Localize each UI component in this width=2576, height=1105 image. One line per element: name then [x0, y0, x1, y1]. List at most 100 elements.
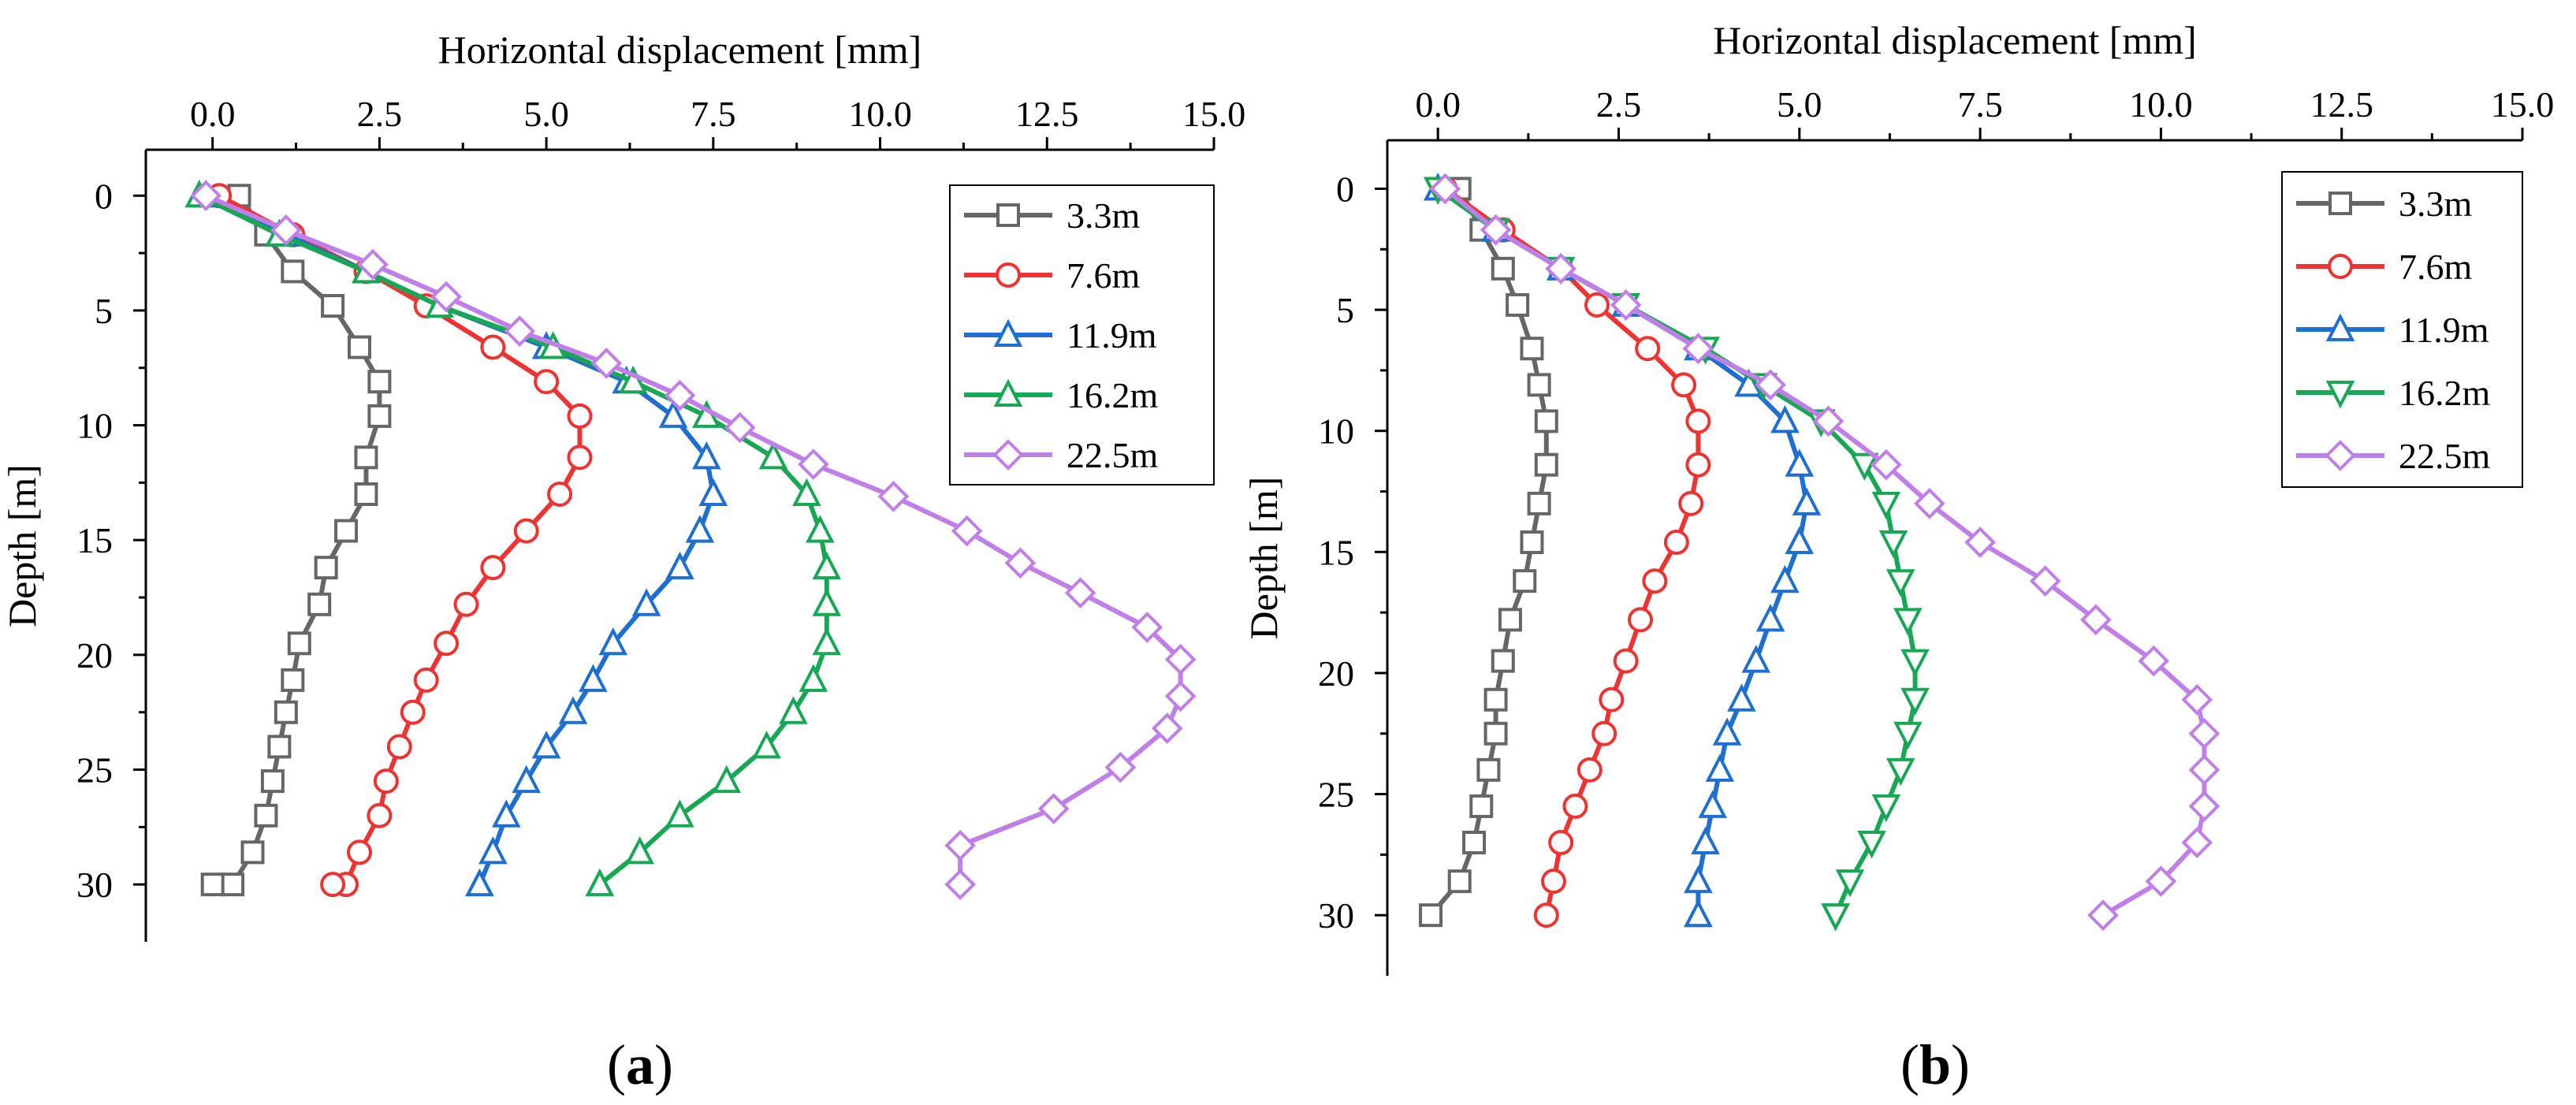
- data-point: [951, 515, 983, 547]
- data-point: [478, 836, 508, 865]
- data-point: [2188, 754, 2220, 786]
- data-point: [1642, 568, 1668, 594]
- y-tick-label: 30: [1318, 895, 1354, 936]
- data-point: [1878, 530, 1908, 559]
- data-point: [334, 519, 359, 543]
- data-point: [1663, 530, 1689, 556]
- data-point: [712, 765, 742, 794]
- data-point: [1685, 408, 1711, 434]
- data-point: [465, 868, 494, 897]
- x-tick-label: 7.5: [691, 94, 736, 134]
- x-tick-label: 15.0: [2491, 84, 2555, 125]
- data-point: [1513, 569, 1537, 593]
- data-point: [1893, 608, 1923, 636]
- panel-label-close: ): [1951, 1033, 1970, 1096]
- series-line: [1443, 187, 2207, 917]
- data-point: [1678, 490, 1704, 516]
- data-point: [1698, 790, 1728, 818]
- x-tick-label: 12.5: [1015, 94, 1079, 134]
- series-3.3m: [200, 184, 392, 897]
- y-tick-label: 10: [76, 406, 113, 446]
- panel-label-letter: b: [1919, 1033, 1951, 1096]
- data-point: [812, 588, 842, 616]
- data-point: [1584, 292, 1610, 318]
- data-point: [354, 445, 378, 470]
- x-tick-label: 2.5: [1596, 84, 1642, 125]
- data-point: [758, 441, 788, 470]
- series-22.5m: [190, 180, 1197, 901]
- data-point: [1885, 569, 1915, 597]
- y-tick-label: 20: [1318, 653, 1354, 694]
- x-axis-title: Horizontal displacement [mm]: [438, 28, 922, 72]
- x-tick-label: 10.0: [2129, 84, 2193, 125]
- data-point: [357, 248, 389, 281]
- data-point: [1498, 608, 1522, 632]
- legend: 3.3m 7.6m 11.9m 16.2m 22.5m: [949, 184, 1215, 486]
- data-point: [504, 315, 536, 347]
- data-point: [1520, 337, 1544, 361]
- data-point: [1628, 607, 1654, 633]
- data-point: [598, 627, 628, 656]
- data-point: [1792, 487, 1822, 515]
- data-point: [2181, 683, 2213, 716]
- data-point: [1469, 794, 1494, 818]
- legend-label: 7.6m: [2399, 247, 2473, 287]
- data-point: [512, 765, 542, 794]
- legend: 3.3m 7.6m 11.9m 16.2m 22.5m: [2281, 171, 2523, 488]
- data-point: [367, 404, 392, 428]
- data-point: [1857, 831, 1886, 859]
- data-point: [752, 731, 781, 759]
- data-point: [1684, 865, 1713, 894]
- series-3.3m: [1419, 177, 1558, 928]
- data-point: [579, 664, 608, 692]
- panel-label-open: (: [607, 1033, 626, 1096]
- data-point: [567, 403, 593, 429]
- data-point: [1684, 899, 1713, 928]
- legend-marker: [2328, 192, 2352, 215]
- data-point: [314, 556, 338, 580]
- data-point: [724, 411, 756, 444]
- data-point: [547, 481, 573, 507]
- legend-label: 16.2m: [2399, 373, 2491, 413]
- data-point: [1610, 289, 1642, 321]
- data-point: [1064, 577, 1096, 609]
- data-point: [1900, 649, 1930, 677]
- data-point: [1462, 831, 1487, 855]
- data-point: [287, 631, 311, 656]
- data-point: [1104, 751, 1137, 783]
- x-tick-label: 10.0: [848, 94, 912, 134]
- panel-label-open: (: [1900, 1033, 1919, 1096]
- x-tick-label: 5.0: [523, 94, 569, 134]
- data-point: [1164, 680, 1197, 712]
- x-tick-label: 0.0: [190, 94, 236, 134]
- data-point: [430, 281, 462, 313]
- y-tick-label: 0: [95, 176, 113, 216]
- legend-marker: [2325, 313, 2355, 341]
- data-point: [779, 696, 808, 724]
- y-axis-title: Depth [m]: [0, 464, 44, 627]
- x-tick-label: 15.0: [1182, 94, 1246, 134]
- data-point: [1599, 686, 1625, 712]
- legend-marker: [993, 318, 1023, 347]
- data-point: [1476, 757, 1501, 782]
- data-point: [1727, 683, 1756, 712]
- data-point: [453, 591, 479, 617]
- data-point: [618, 365, 648, 394]
- y-tick-label: 20: [76, 635, 113, 675]
- data-point: [812, 551, 842, 580]
- y-tick-label: 25: [76, 750, 113, 791]
- data-point: [1534, 452, 1558, 477]
- data-point: [2080, 604, 2112, 636]
- data-point: [190, 180, 222, 212]
- y-tick-label: 15: [76, 520, 113, 560]
- chart-panel-b: 0.0 2.5 5.0 7.5 10.0 12.5 15.0 0 5 10 15 20 25 30 Hori…: [1241, 18, 2554, 1096]
- y-tick-label: 5: [95, 291, 113, 331]
- data-point: [513, 518, 539, 544]
- data-point: [2188, 791, 2220, 822]
- data-point: [665, 799, 694, 828]
- data-point: [354, 482, 378, 506]
- data-point: [1712, 717, 1742, 746]
- data-point: [1506, 292, 1530, 317]
- y-axis-title: Depth [m]: [1241, 477, 1286, 640]
